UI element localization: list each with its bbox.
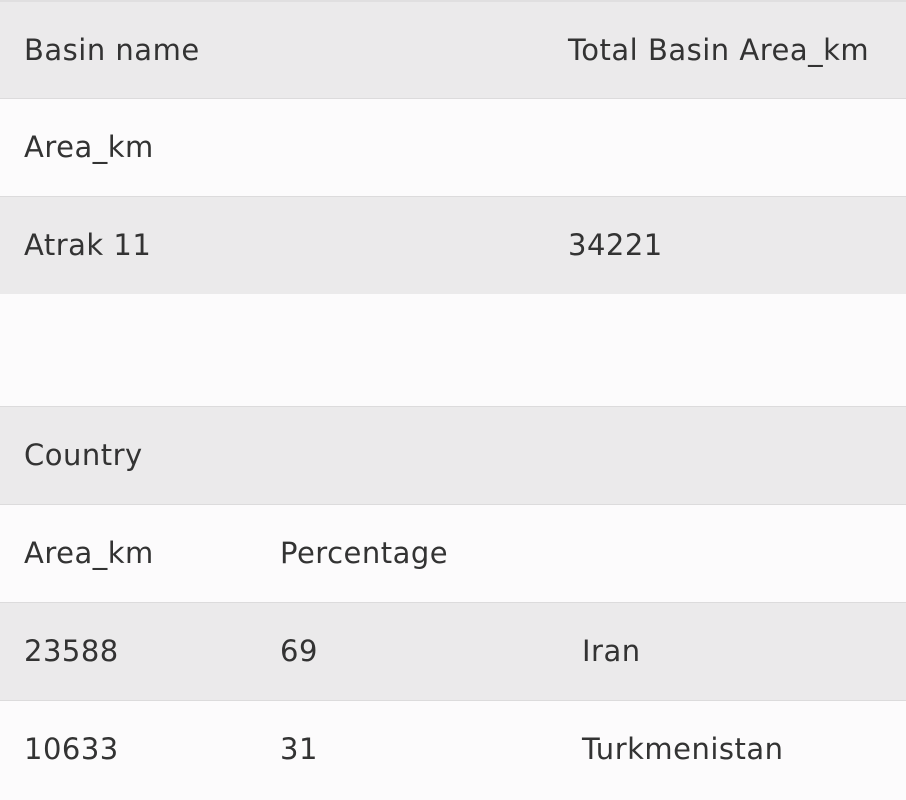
table-row: Area_km (0, 98, 906, 196)
table-cell: Turkmenistan (582, 732, 784, 766)
table-cell: Atrak 11 (24, 228, 152, 262)
table-cell: Area_km (24, 536, 154, 570)
header-cell: Country (24, 438, 143, 472)
table-cell: 69 (280, 634, 318, 668)
table-cell: 10633 (24, 732, 119, 766)
table-row: 23588 69 Iran (0, 602, 906, 700)
header-cell: Total Basin Area_km (568, 33, 870, 67)
table-cell: 23588 (24, 634, 119, 668)
table-row: Atrak 11 34221 (0, 196, 906, 294)
table-cell: 34221 (568, 228, 663, 262)
table-cell: Area_km (24, 130, 154, 164)
header-cell: Basin name (24, 33, 200, 67)
table-cell: 31 (280, 732, 318, 766)
table-cell: Percentage (280, 536, 449, 570)
table-row: 10633 31 Turkmenistan (0, 700, 906, 798)
table2-header-row: Country (0, 406, 906, 504)
table-row: Area_km Percentage (0, 504, 906, 602)
table-cell: Iran (582, 634, 641, 668)
table1-header-row: Basin name Total Basin Area_km (0, 0, 906, 98)
